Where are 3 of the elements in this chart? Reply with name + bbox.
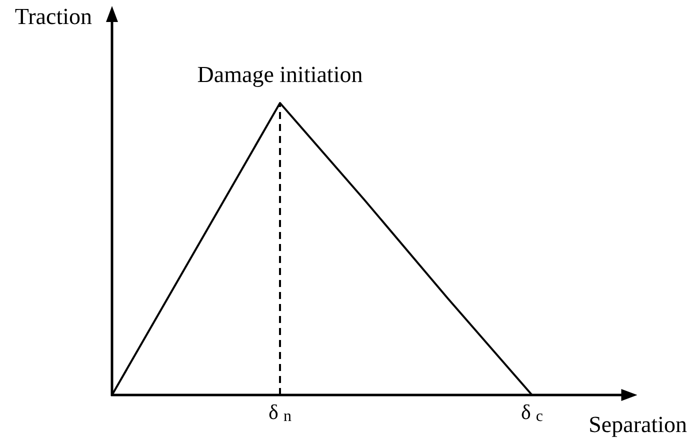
x-axis-title: Separation: [588, 412, 688, 437]
y-axis-title: Traction: [14, 4, 92, 29]
annotation: Damage initiation: [197, 62, 364, 87]
